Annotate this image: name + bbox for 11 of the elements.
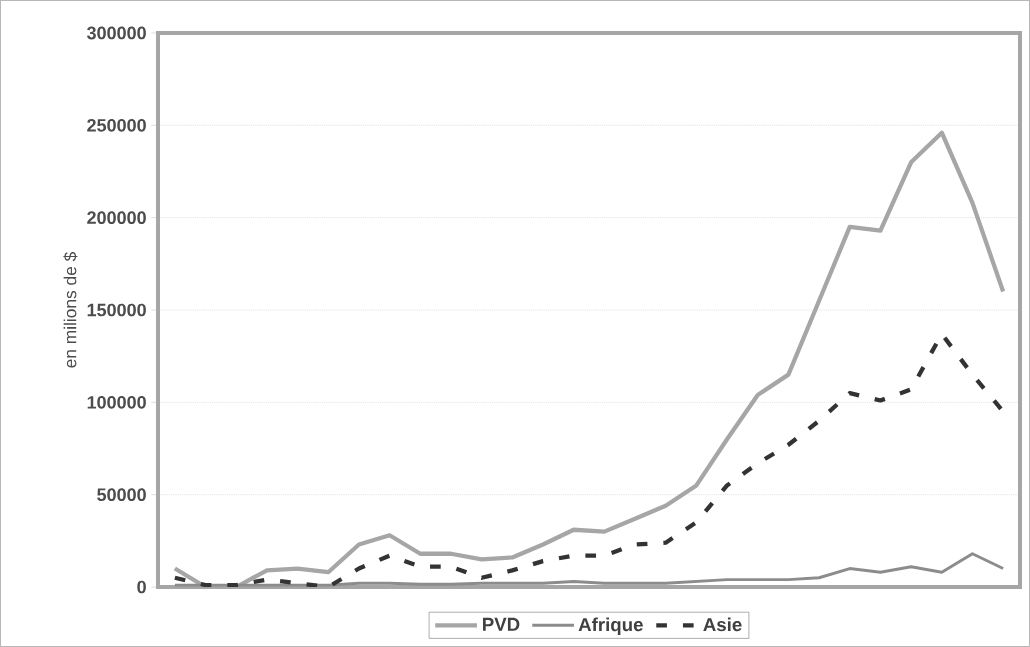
y-axis-title: en milions de $ xyxy=(63,252,78,368)
legend-label: Afrique xyxy=(578,617,643,635)
y-tick-label: 250000 xyxy=(87,118,146,132)
y-tick-label: 300000 xyxy=(86,26,146,40)
legend-label: Asie xyxy=(703,617,742,632)
y-tick-label: 100000 xyxy=(87,395,146,409)
y-tick-label: 0 xyxy=(137,580,146,594)
legend-label: PVD xyxy=(483,617,520,631)
y-tick-label: 150000 xyxy=(87,303,146,317)
y-tick-label: 50000 xyxy=(97,488,146,502)
y-tick-label: 200000 xyxy=(87,211,146,225)
